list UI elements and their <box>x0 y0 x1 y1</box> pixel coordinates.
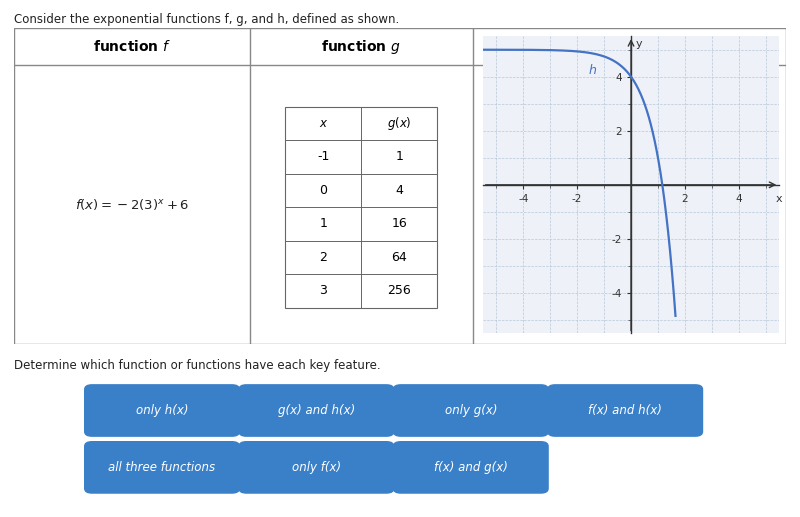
Text: only g(x): only g(x) <box>445 404 497 417</box>
Text: only h(x): only h(x) <box>136 404 188 417</box>
Text: 3: 3 <box>319 284 327 297</box>
Text: 1: 1 <box>319 217 327 230</box>
Text: Consider the exponential functions f, g, and h, defined as shown.: Consider the exponential functions f, g,… <box>14 13 400 26</box>
Text: y: y <box>636 39 642 49</box>
Text: 1: 1 <box>395 150 403 163</box>
Text: Determine which function or functions have each key feature.: Determine which function or functions ha… <box>14 359 381 372</box>
Text: f(x) and h(x): f(x) and h(x) <box>588 404 662 417</box>
Text: 0: 0 <box>319 184 327 197</box>
Text: g(x) and h(x): g(x) and h(x) <box>278 404 355 417</box>
Text: function $\it{f}$: function $\it{f}$ <box>93 39 171 54</box>
Text: $f(x) = -2(3)^x + 6$: $f(x) = -2(3)^x + 6$ <box>75 197 189 212</box>
Text: function $\it{g}$: function $\it{g}$ <box>322 38 402 55</box>
Text: all three functions: all three functions <box>109 461 215 474</box>
Text: 4: 4 <box>395 184 403 197</box>
Text: 256: 256 <box>387 284 411 297</box>
Text: x: x <box>776 194 782 204</box>
Text: $x$: $x$ <box>318 117 328 130</box>
Text: only f(x): only f(x) <box>292 461 341 474</box>
Text: 64: 64 <box>391 251 407 264</box>
Text: $g(x)$: $g(x)$ <box>387 115 412 132</box>
Text: f(x) and g(x): f(x) and g(x) <box>434 461 508 474</box>
Text: 16: 16 <box>391 217 407 230</box>
Text: 2: 2 <box>319 251 327 264</box>
Text: $h$: $h$ <box>588 63 597 77</box>
Bar <box>286 107 438 308</box>
Text: -1: -1 <box>318 150 330 163</box>
Text: function $\it{h}$: function $\it{h}$ <box>590 39 669 54</box>
